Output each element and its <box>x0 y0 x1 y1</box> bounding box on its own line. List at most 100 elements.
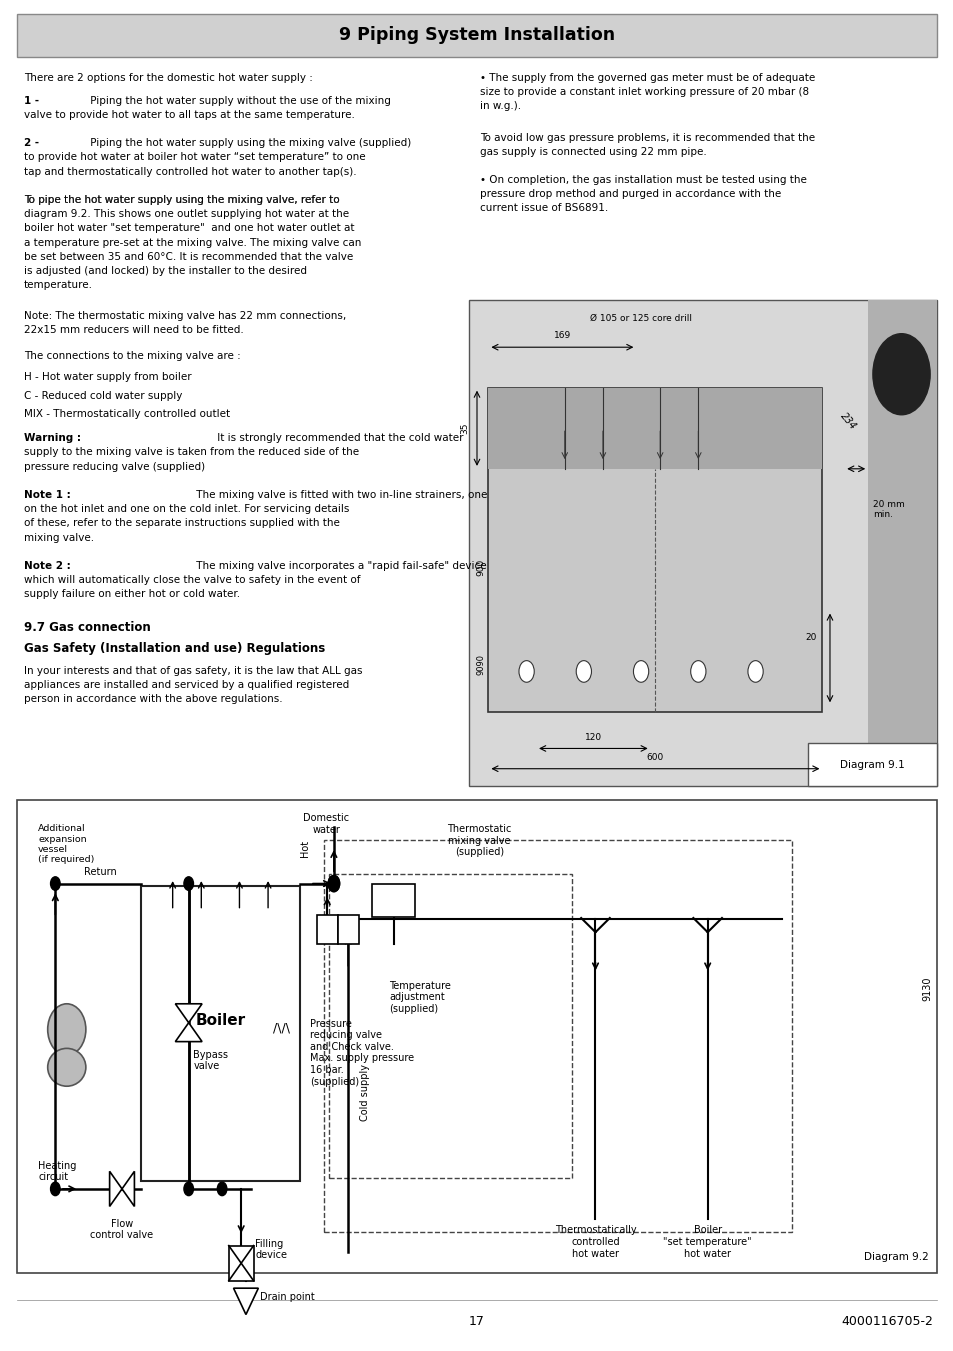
Text: 9.7 Gas connection: 9.7 Gas connection <box>24 620 151 634</box>
Text: 9090: 9090 <box>476 654 485 676</box>
Bar <box>372 884 415 917</box>
Bar <box>469 300 936 786</box>
Text: valve to provide hot water to all taps at the same temperature.: valve to provide hot water to all taps a… <box>24 109 355 120</box>
Text: Heating
circuit: Heating circuit <box>38 1161 76 1182</box>
Text: supply failure on either hot or cold water.: supply failure on either hot or cold wat… <box>24 589 240 600</box>
Circle shape <box>690 661 705 682</box>
Ellipse shape <box>48 1048 86 1086</box>
Text: to provide hot water at boiler hot water “set temperature” to one: to provide hot water at boiler hot water… <box>24 153 365 162</box>
Text: To avoid low gas pressure problems, it is recommended that the: To avoid low gas pressure problems, it i… <box>479 132 814 143</box>
Polygon shape <box>175 1004 202 1023</box>
Bar <box>807 743 936 786</box>
Text: Additional
expansion
vessel
(if required): Additional expansion vessel (if required… <box>38 824 94 865</box>
FancyBboxPatch shape <box>17 14 936 57</box>
Ellipse shape <box>48 1004 86 1055</box>
Text: /\/\: /\/\ <box>273 1021 290 1035</box>
Bar <box>316 915 337 944</box>
Text: Note 1 :: Note 1 : <box>24 490 71 500</box>
Text: 1 -: 1 - <box>24 96 39 105</box>
Text: In your interests and that of gas safety, it is the law that ALL gas: In your interests and that of gas safety… <box>24 666 362 676</box>
Text: 120: 120 <box>584 732 601 742</box>
Text: is adjusted (and locked) by the installer to the desired: is adjusted (and locked) by the installe… <box>24 266 307 276</box>
Text: Temperature
adjustment
(supplied): Temperature adjustment (supplied) <box>389 981 451 1015</box>
Text: temperature.: temperature. <box>24 280 92 290</box>
Text: which will automatically close the valve to safety in the event of: which will automatically close the valve… <box>24 576 360 585</box>
Text: tap and thermostatically controlled hot water to another tap(s).: tap and thermostatically controlled hot … <box>24 166 356 177</box>
Text: Cold supply: Cold supply <box>360 1065 370 1121</box>
Text: current issue of BS6891.: current issue of BS6891. <box>479 204 607 213</box>
Bar <box>324 840 791 1232</box>
Text: Flow
control valve: Flow control valve <box>91 1219 153 1240</box>
Text: Hot: Hot <box>300 839 310 857</box>
Text: a temperature pre-set at the mixing valve. The mixing valve can: a temperature pre-set at the mixing valv… <box>24 238 361 247</box>
Text: • On completion, the gas installation must be tested using the: • On completion, the gas installation mu… <box>479 176 806 185</box>
Text: Piping the hot water supply without the use of the mixing: Piping the hot water supply without the … <box>87 96 391 105</box>
Text: boiler hot water "set temperature"  and one hot water outlet at: boiler hot water "set temperature" and o… <box>24 223 354 234</box>
Text: 9130: 9130 <box>922 977 931 1001</box>
Bar <box>329 874 572 1178</box>
Text: 600: 600 <box>646 753 663 762</box>
Text: Thermostatically
controlled
hot water: Thermostatically controlled hot water <box>554 1225 636 1259</box>
Text: Domestic
water: Domestic water <box>303 813 349 835</box>
Text: 35: 35 <box>460 423 469 434</box>
Circle shape <box>747 661 762 682</box>
Text: of these, refer to the separate instructions supplied with the: of these, refer to the separate instruct… <box>24 519 339 528</box>
Text: Warning :: Warning : <box>24 434 81 443</box>
Text: MIX: MIX <box>383 896 403 905</box>
Text: 169: 169 <box>554 331 571 340</box>
Text: There are 2 options for the domestic hot water supply :: There are 2 options for the domestic hot… <box>24 73 313 82</box>
Text: Drain point: Drain point <box>260 1292 314 1302</box>
Circle shape <box>51 877 60 890</box>
Text: H: H <box>323 924 331 935</box>
Text: To pipe the hot water supply using the mixing valve, refer to: To pipe the hot water supply using the m… <box>24 195 339 205</box>
Circle shape <box>217 1182 227 1196</box>
Bar <box>488 388 821 712</box>
Text: 4000116705-2: 4000116705-2 <box>841 1315 932 1328</box>
Text: 20: 20 <box>804 634 816 642</box>
Text: Filling
device: Filling device <box>255 1239 287 1260</box>
Text: 234: 234 <box>838 411 858 432</box>
Circle shape <box>51 1182 60 1196</box>
Text: 20 mm
min.: 20 mm min. <box>872 500 903 519</box>
Text: • The supply from the governed gas meter must be of adequate: • The supply from the governed gas meter… <box>479 73 814 82</box>
Text: be set between 35 and 60°C. It is recommended that the valve: be set between 35 and 60°C. It is recomm… <box>24 251 353 262</box>
Text: The mixing valve is fitted with two in-line strainers, one: The mixing valve is fitted with two in-l… <box>193 490 487 500</box>
Bar <box>229 1246 253 1281</box>
Text: Boiler
"set temperature"
hot water: Boiler "set temperature" hot water <box>662 1225 751 1259</box>
Bar <box>488 388 821 469</box>
Polygon shape <box>110 1171 122 1206</box>
Text: C: C <box>344 924 352 935</box>
Text: Pressure
reducing valve
and Check valve.
Max. supply pressure
16 bar.
(supplied): Pressure reducing valve and Check valve.… <box>310 1019 414 1086</box>
Text: pressure reducing valve (supplied): pressure reducing valve (supplied) <box>24 462 205 471</box>
Text: H - Hot water supply from boiler: H - Hot water supply from boiler <box>24 373 192 382</box>
Circle shape <box>633 661 648 682</box>
Text: appliances are installed and serviced by a qualified registered: appliances are installed and serviced by… <box>24 680 349 690</box>
Text: The connections to the mixing valve are :: The connections to the mixing valve are … <box>24 351 240 361</box>
Bar <box>17 800 936 1273</box>
Polygon shape <box>122 1171 134 1206</box>
Text: pressure drop method and purged in accordance with the: pressure drop method and purged in accor… <box>479 189 781 200</box>
Bar <box>867 300 936 786</box>
Text: Note: The thermostatic mixing valve has 22 mm connections,: Note: The thermostatic mixing valve has … <box>24 311 346 322</box>
Text: 900: 900 <box>476 559 485 576</box>
Text: Gas Safety (Installation and use) Regulations: Gas Safety (Installation and use) Regula… <box>24 642 325 655</box>
Polygon shape <box>233 1289 258 1315</box>
Polygon shape <box>175 1023 202 1042</box>
Text: gas supply is connected using 22 mm pipe.: gas supply is connected using 22 mm pipe… <box>479 147 706 157</box>
Text: 2 -: 2 - <box>24 138 39 149</box>
Text: supply to the mixing valve is taken from the reduced side of the: supply to the mixing valve is taken from… <box>24 447 358 458</box>
Circle shape <box>576 661 591 682</box>
Bar <box>141 886 299 1181</box>
Text: 9 Piping System Installation: 9 Piping System Installation <box>338 26 615 45</box>
Text: To pipe the hot water supply using the mixing valve, refer to: To pipe the hot water supply using the m… <box>24 195 339 205</box>
Text: Note 2 :: Note 2 : <box>24 561 71 571</box>
Text: on the hot inlet and one on the cold inlet. For servicing details: on the hot inlet and one on the cold inl… <box>24 504 349 515</box>
Text: diagram 9.2. This shows one outlet supplying hot water at the: diagram 9.2. This shows one outlet suppl… <box>24 209 349 219</box>
Circle shape <box>872 334 929 415</box>
Circle shape <box>184 1182 193 1196</box>
Text: Diagram 9.2: Diagram 9.2 <box>863 1252 928 1262</box>
Text: 22x15 mm reducers will need to be fitted.: 22x15 mm reducers will need to be fitted… <box>24 326 243 335</box>
Text: To pipe the hot water supply using the mixing valve, refer to: To pipe the hot water supply using the m… <box>24 195 339 205</box>
Text: It is strongly recommended that the cold water: It is strongly recommended that the cold… <box>213 434 463 443</box>
Bar <box>337 915 358 944</box>
